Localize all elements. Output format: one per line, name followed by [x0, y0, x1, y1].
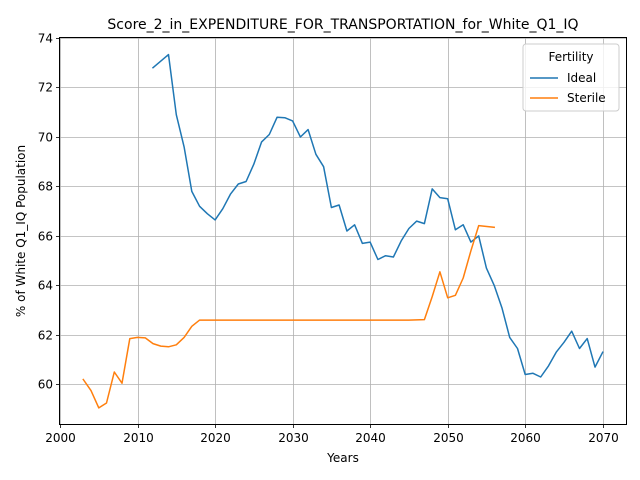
y-tick-label: 72: [38, 81, 53, 95]
x-tick-label: 2020: [200, 431, 231, 445]
legend-box: [522, 43, 620, 112]
x-tick-label: 2000: [45, 431, 76, 445]
x-tick-label: 2010: [123, 431, 154, 445]
y-tick-label: 70: [38, 131, 53, 145]
y-tick-label: 64: [38, 279, 53, 293]
series-line-sterile: [82, 224, 496, 409]
y-axis: 60 62 64 66 68 70 72 74: [38, 32, 60, 392]
legend-title: Fertility: [548, 50, 593, 64]
legend-label-ideal: Ideal: [567, 71, 596, 85]
x-tick-label: 2060: [510, 431, 541, 445]
plot-frame: [59, 37, 627, 425]
legend-label-sterile: Sterile: [567, 91, 606, 105]
x-axis: 2000 2010 2020 2030 2040 2050 2060 2070: [45, 424, 619, 445]
series-layer: [82, 53, 604, 409]
chart-title: Score_2_in_EXPENDITURE_FOR_TRANSPORTATIO…: [107, 17, 578, 33]
x-tick-label: 2050: [433, 431, 464, 445]
y-tick-label: 60: [38, 378, 53, 392]
x-tick-label: 2070: [588, 431, 619, 445]
y-axis-label: % of White Q1_IQ Population: [14, 145, 28, 317]
grid-lines: [60, 38, 626, 424]
y-tick-label: 74: [38, 32, 53, 46]
y-tick-label: 68: [38, 180, 53, 194]
x-tick-label: 2040: [355, 431, 386, 445]
series-line-ideal: [151, 53, 604, 378]
legend: Fertility Ideal Sterile: [522, 43, 620, 112]
x-axis-label: Years: [326, 451, 359, 465]
x-tick-label: 2030: [278, 431, 309, 445]
y-tick-label: 66: [38, 230, 53, 244]
y-tick-label: 62: [38, 329, 53, 343]
